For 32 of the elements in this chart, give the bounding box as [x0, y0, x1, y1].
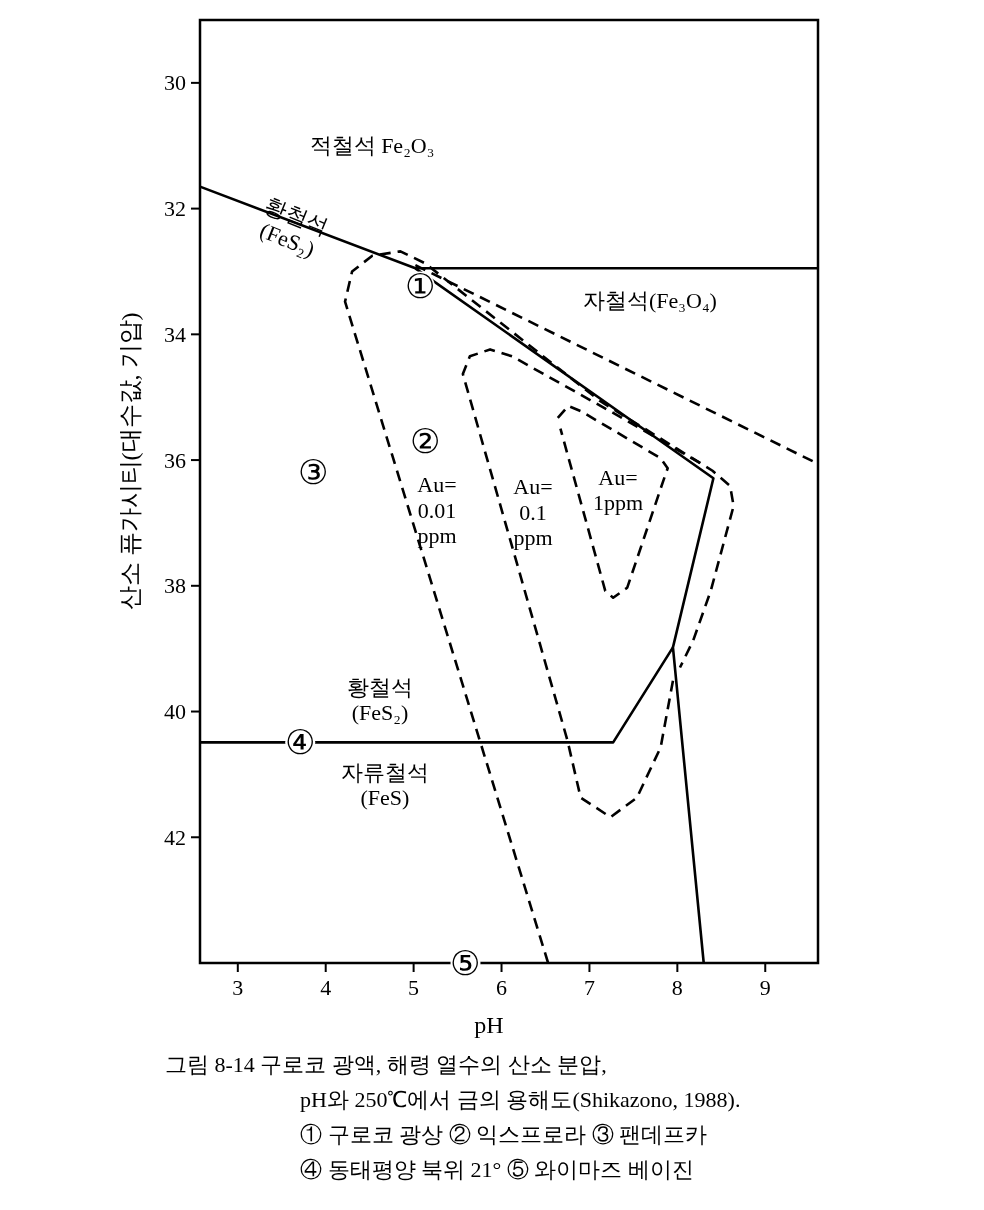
- annotation: ③: [297, 454, 328, 492]
- y-tick-label: 34: [164, 321, 186, 347]
- y-tick-label: 38: [164, 573, 186, 599]
- annotation: ②: [410, 422, 441, 460]
- annotation: 황철석 (FeS₂): [347, 674, 413, 726]
- y-tick-label: 32: [164, 196, 186, 222]
- y-tick-label: 40: [164, 699, 186, 725]
- x-tick-label: 6: [496, 975, 508, 1000]
- x-tick-label: 7: [583, 975, 595, 1000]
- annotation: 자류철석 (FeS): [341, 759, 429, 811]
- y-axis-title: 산소 퓨가시티(대수값, 기압): [117, 312, 143, 611]
- annotation: Au= 0.1 ppm: [513, 474, 553, 550]
- annotation: Au= 1ppm: [592, 464, 644, 516]
- x-tick-label: 8: [671, 975, 683, 1000]
- text: ① 구로코 광상 ② 익스프로라 ③ 팬데프카: [300, 1122, 707, 1147]
- x-tick-label: 9: [759, 975, 771, 1000]
- annotation: 적철석 Fe₂O₃: [309, 132, 435, 158]
- y-tick-label: 42: [164, 824, 186, 850]
- x-axis-title: pH: [474, 1012, 504, 1038]
- text: ④ 동태평양 북위 21° ⑤ 와이마즈 베이진: [300, 1157, 694, 1182]
- annotation: Au= 0.01 ppm: [417, 472, 457, 548]
- x-tick-label: 3: [232, 975, 244, 1000]
- y-tick-label: 30: [164, 70, 186, 96]
- annotation: ⑤: [450, 944, 481, 982]
- annotation: ④: [285, 723, 316, 761]
- annotation: ①: [404, 268, 435, 306]
- caption: 그림 8-14 구로코 광액, 해령 열수의 산소 분압,: [165, 1052, 607, 1077]
- annotation: 자철석(Fe₃O₄): [583, 287, 717, 313]
- x-tick-label: 5: [408, 975, 420, 1000]
- y-tick-label: 36: [164, 447, 186, 473]
- x-tick-label: 4: [320, 975, 332, 1000]
- text: pH와 250℃에서 금의 용해도(Shikazono, 1988).: [300, 1087, 741, 1112]
